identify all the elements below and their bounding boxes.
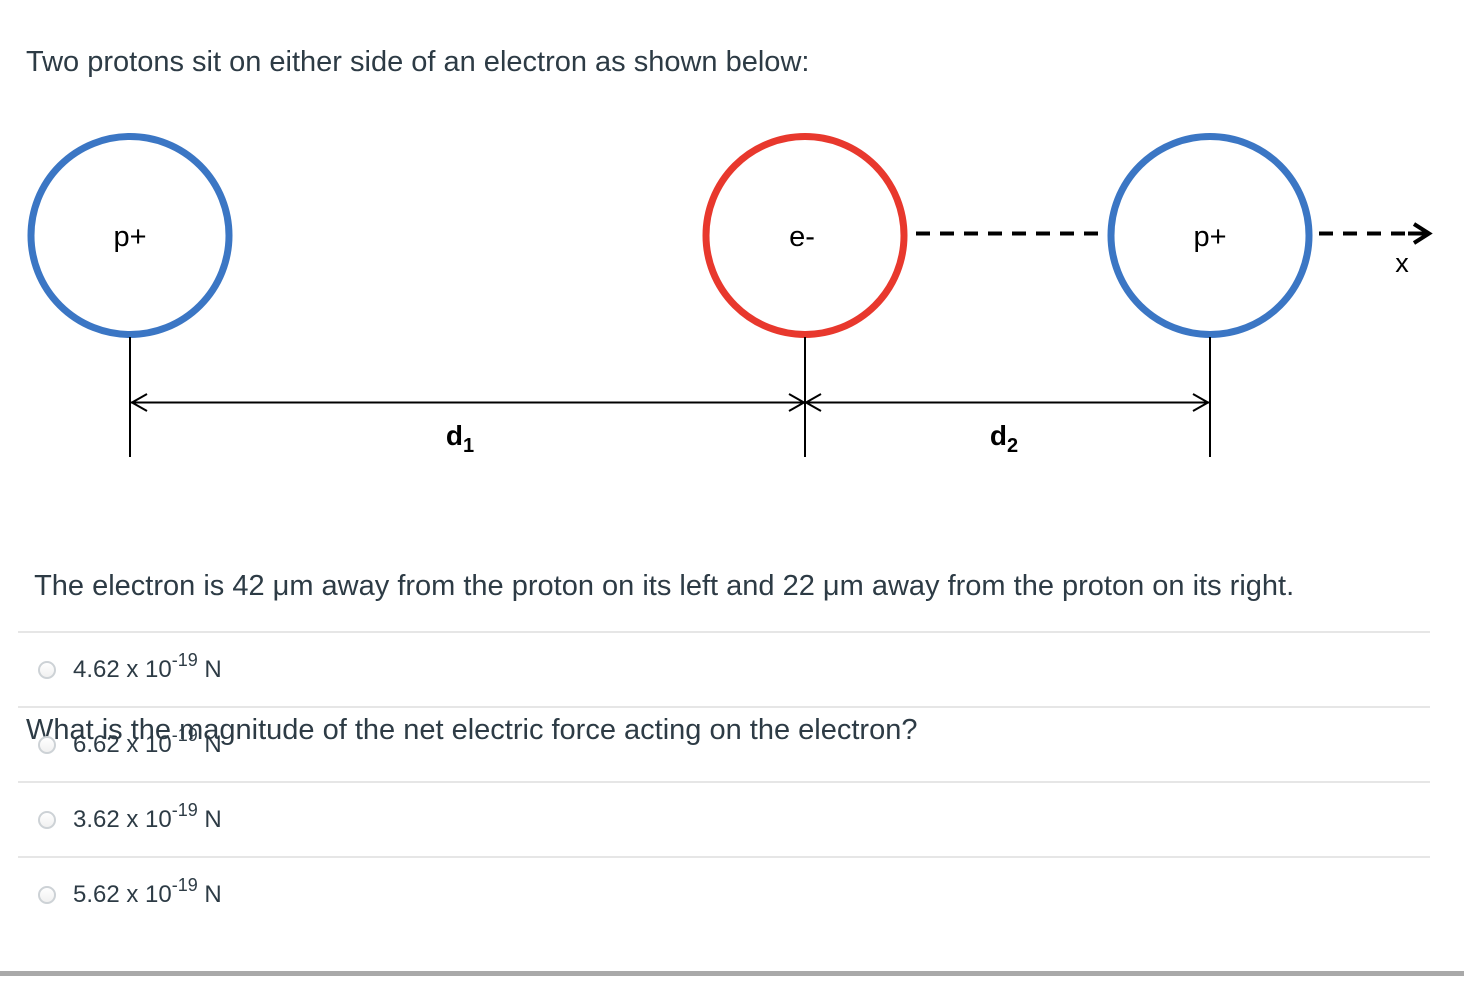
d2-label-base: d [990,420,1007,451]
option-4-radio[interactable] [38,885,56,904]
electron-circle [702,133,908,338]
proton-right-label: p+ [1193,221,1226,253]
question-intro-text: Two protons sit on either side of an ele… [26,46,810,78]
option-2-label[interactable]: 6.62 x 10-19 N [73,726,222,759]
option-3-value: 3.62 x 10 [73,805,172,833]
option-3-unit: N [197,805,222,833]
d1-label-sub: 1 [463,435,474,457]
bottom-divider-bar [0,971,1464,976]
option-1-radio[interactable] [38,660,56,679]
diagram-canvas: p+ e- p+ x d1 [27,133,1433,457]
answer-option-row-1[interactable]: 4.62 x 10-19 N [18,631,1430,706]
answer-option-row-4[interactable]: 5.62 x 10-19 N [18,856,1430,931]
x-axis-arrowhead-icon [1412,222,1433,245]
electron-label: e- [789,221,815,253]
option-3-radio[interactable] [38,810,56,829]
d1-label: d1 [446,420,474,457]
d1-label-base: d [446,420,463,451]
option-2-radio[interactable] [38,735,56,754]
option-4-exponent: -19 [171,874,198,895]
answer-option-row-2[interactable]: 6.62 x 10-19 N [18,706,1430,781]
answer-options-list: 4.62 x 10-19 N 6.62 x 10-19 N 3.62 x 10-… [0,631,1464,931]
proton-left-label: p+ [113,221,146,253]
option-4-label[interactable]: 5.62 x 10-19 N [73,876,222,909]
physics-diagram: p+ e- p+ x d1 [0,105,1464,465]
option-4-unit: N [197,880,222,908]
option-2-unit: N [197,730,222,758]
option-3-exponent: -19 [171,799,198,820]
option-1-exponent: -19 [171,649,198,670]
x-axis-label: x [1395,248,1409,278]
dimension-arrowhead-left-icon [129,393,148,412]
option-2-value: 6.62 x 10 [73,730,172,758]
proton-right-circle [1107,133,1313,338]
option-1-value: 4.62 x 10 [73,655,172,683]
question-body-line-1: The electron is 42 μm away from the prot… [26,570,1295,602]
dimension-arrowhead-right-icon [1192,393,1211,412]
option-3-label[interactable]: 3.62 x 10-19 N [73,801,222,834]
option-1-label[interactable]: 4.62 x 10-19 N [73,651,222,684]
question-body-line-2: What is the magnitude of the net electri… [26,714,918,746]
dimension-arrowhead-d2-left-icon [803,393,822,412]
option-2-exponent: -19 [171,724,198,745]
answer-option-row-3[interactable]: 3.62 x 10-19 N [18,781,1430,856]
option-1-unit: N [197,655,222,683]
d2-label: d2 [990,420,1018,457]
option-4-value: 5.62 x 10 [73,880,172,908]
question-body-text: The electron is 42 μm away from the prot… [26,466,1444,850]
d2-label-sub: 2 [1007,435,1018,457]
proton-left-circle [27,133,233,338]
